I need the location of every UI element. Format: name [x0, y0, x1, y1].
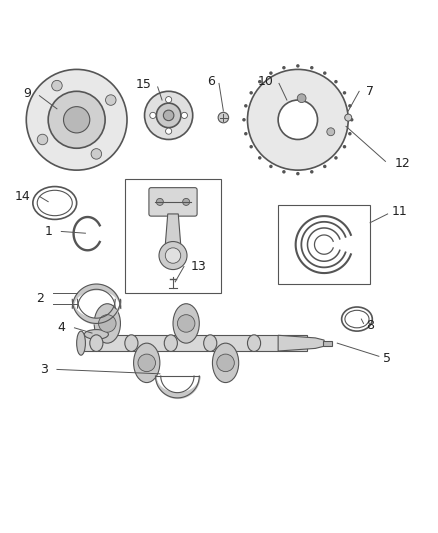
Ellipse shape [90, 335, 103, 351]
Text: 11: 11 [392, 205, 408, 218]
Circle shape [138, 354, 155, 372]
Circle shape [156, 198, 163, 205]
Text: 2: 2 [36, 292, 44, 305]
Circle shape [258, 156, 261, 159]
Circle shape [269, 71, 272, 75]
Ellipse shape [134, 343, 160, 383]
Circle shape [26, 69, 127, 170]
Text: 10: 10 [258, 75, 274, 88]
Circle shape [269, 165, 272, 168]
FancyBboxPatch shape [149, 188, 197, 216]
Circle shape [64, 107, 90, 133]
Circle shape [310, 66, 314, 69]
Circle shape [52, 80, 62, 91]
Circle shape [48, 91, 105, 148]
Circle shape [242, 118, 246, 122]
Circle shape [244, 132, 247, 135]
Text: 8: 8 [366, 319, 374, 332]
Circle shape [249, 145, 253, 149]
Circle shape [327, 128, 335, 136]
Circle shape [163, 110, 174, 120]
Circle shape [278, 100, 318, 140]
Circle shape [334, 156, 338, 159]
Text: 1: 1 [45, 225, 53, 238]
Circle shape [345, 114, 352, 121]
Polygon shape [278, 335, 324, 351]
Bar [323, 341, 332, 346]
Text: 6: 6 [207, 75, 215, 88]
Circle shape [348, 104, 352, 108]
Circle shape [323, 71, 327, 75]
Circle shape [106, 95, 116, 106]
Ellipse shape [164, 335, 177, 351]
Circle shape [150, 112, 156, 118]
Circle shape [37, 134, 48, 145]
Circle shape [145, 91, 193, 140]
Circle shape [181, 112, 187, 118]
Bar [278, 205, 370, 284]
Circle shape [183, 198, 190, 205]
Ellipse shape [125, 335, 138, 351]
Ellipse shape [84, 329, 109, 339]
Circle shape [334, 80, 338, 84]
Circle shape [282, 170, 286, 174]
Ellipse shape [212, 343, 239, 383]
Bar [79, 335, 307, 351]
Circle shape [296, 64, 300, 68]
Circle shape [156, 103, 181, 128]
Text: 3: 3 [40, 363, 48, 376]
Circle shape [218, 112, 229, 123]
Circle shape [165, 248, 181, 263]
Text: 9: 9 [23, 87, 31, 100]
Ellipse shape [77, 331, 85, 355]
Circle shape [282, 66, 286, 69]
Text: 5: 5 [383, 352, 391, 365]
Circle shape [166, 128, 172, 134]
Bar [125, 179, 221, 293]
Circle shape [297, 94, 306, 102]
Circle shape [249, 91, 253, 94]
Text: 15: 15 [135, 78, 151, 91]
Circle shape [343, 145, 346, 149]
Circle shape [343, 91, 346, 94]
Ellipse shape [204, 335, 217, 351]
Circle shape [310, 170, 314, 174]
Ellipse shape [94, 304, 120, 343]
Circle shape [258, 80, 261, 84]
Text: 4: 4 [58, 321, 66, 334]
Circle shape [99, 314, 116, 332]
Text: 13: 13 [191, 260, 206, 273]
Circle shape [217, 354, 234, 372]
Polygon shape [165, 214, 181, 247]
Circle shape [350, 118, 353, 122]
Circle shape [177, 314, 195, 332]
Circle shape [166, 96, 172, 103]
Circle shape [244, 104, 247, 108]
Text: 12: 12 [394, 157, 410, 170]
Text: 14: 14 [15, 190, 31, 203]
Circle shape [296, 172, 300, 175]
Circle shape [348, 132, 352, 135]
Circle shape [323, 165, 327, 168]
Circle shape [91, 149, 102, 159]
Text: 7: 7 [366, 85, 374, 98]
Circle shape [247, 69, 348, 170]
Circle shape [159, 241, 187, 270]
Ellipse shape [247, 335, 261, 351]
Ellipse shape [173, 304, 199, 343]
